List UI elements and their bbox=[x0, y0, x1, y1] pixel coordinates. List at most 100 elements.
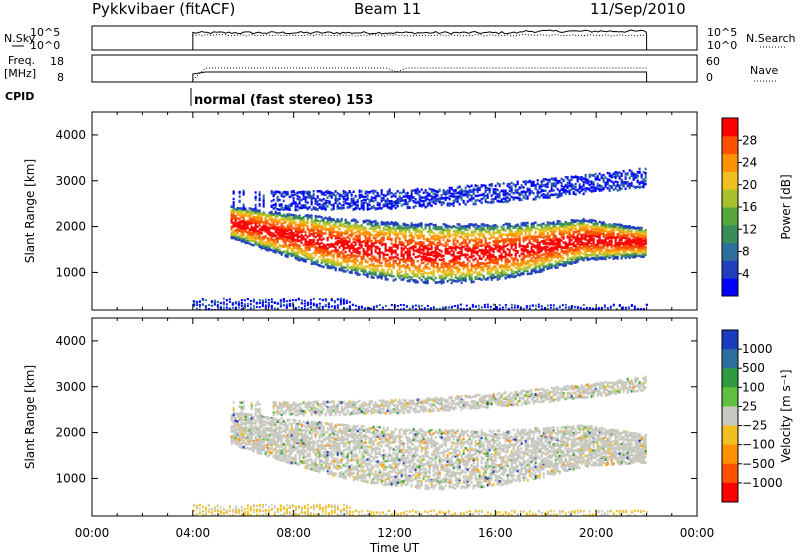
echo-pixel bbox=[426, 237, 429, 241]
echo-pixel bbox=[306, 215, 309, 218]
echo-pixel bbox=[290, 238, 293, 242]
echo-pixel bbox=[250, 234, 253, 237]
echo-pixel bbox=[490, 258, 493, 261]
echo-pixel bbox=[270, 226, 273, 230]
echo-pixel bbox=[446, 280, 449, 283]
echo-pixel bbox=[480, 248, 483, 252]
echo-pixel bbox=[422, 237, 425, 240]
echo-pixel bbox=[550, 250, 553, 254]
echo-pixel bbox=[262, 241, 265, 244]
echo-pixel bbox=[364, 270, 367, 273]
echo-pixel bbox=[408, 268, 411, 272]
echo-pixel bbox=[416, 280, 419, 283]
echo-pixel bbox=[484, 239, 487, 242]
echo-pixel bbox=[588, 220, 591, 224]
echo-pixel bbox=[264, 246, 267, 250]
echo-pixel bbox=[328, 243, 331, 247]
echo-pixel bbox=[470, 264, 473, 267]
echo-pixel bbox=[456, 261, 459, 265]
echo-pixel bbox=[240, 234, 243, 238]
echo-pixel bbox=[340, 234, 343, 237]
echo-pixel bbox=[278, 211, 281, 215]
echo-pixel bbox=[284, 235, 287, 239]
echo-pixel bbox=[442, 244, 445, 247]
echo-pixel bbox=[378, 258, 381, 261]
echo-pixel bbox=[428, 253, 431, 257]
echo-pixel bbox=[382, 235, 385, 238]
echo-pixel bbox=[558, 244, 561, 247]
echo-pixel bbox=[608, 224, 611, 227]
echo-pixel bbox=[470, 223, 473, 226]
echo-pixel bbox=[596, 231, 599, 234]
echo-pixel bbox=[406, 241, 409, 244]
echo-pixel bbox=[288, 235, 291, 238]
echo-pixel bbox=[452, 272, 455, 275]
echo-pixel bbox=[584, 234, 587, 237]
echo-pixel bbox=[524, 235, 527, 238]
echo-pixel bbox=[304, 233, 307, 237]
echo-pixel bbox=[444, 224, 447, 227]
echo-pixel bbox=[458, 257, 461, 261]
echo-pixel bbox=[268, 215, 271, 219]
echo-pixel bbox=[448, 225, 451, 228]
echo-pixel bbox=[442, 266, 445, 269]
echo-pixel bbox=[346, 228, 349, 231]
echo-pixel bbox=[568, 222, 571, 225]
echo-pixel bbox=[306, 243, 309, 247]
echo-pixel bbox=[498, 274, 501, 278]
echo-pixel bbox=[568, 238, 571, 242]
echo-pixel bbox=[578, 248, 581, 251]
echo-pixel bbox=[534, 258, 537, 261]
echo-pixel bbox=[352, 232, 355, 236]
echo-pixel bbox=[286, 239, 289, 242]
echo-pixel bbox=[562, 228, 565, 231]
echo-pixel bbox=[260, 214, 263, 218]
echo-pixel bbox=[322, 248, 325, 251]
echo-pixel bbox=[336, 218, 339, 221]
echo-pixel bbox=[476, 227, 479, 230]
echo-pixel bbox=[246, 237, 249, 240]
echo-pixel bbox=[602, 226, 605, 230]
echo-pixel bbox=[534, 235, 537, 239]
echo-pixel bbox=[322, 260, 325, 263]
echo-pixel bbox=[410, 257, 413, 260]
echo-pixel bbox=[500, 266, 503, 270]
echo-pixel bbox=[384, 273, 387, 277]
echo-pixel bbox=[414, 245, 417, 249]
echo-pixel bbox=[590, 247, 593, 251]
echo-pixel bbox=[244, 221, 247, 224]
echo-pixel bbox=[418, 271, 421, 275]
echo-pixel bbox=[554, 223, 557, 226]
echo-pixel bbox=[576, 235, 579, 238]
echo-pixel bbox=[308, 229, 311, 233]
echo-pixel bbox=[498, 250, 501, 253]
echo-pixel bbox=[512, 238, 515, 241]
echo-pixel bbox=[284, 219, 287, 222]
echo-pixel bbox=[500, 236, 503, 240]
echo-pixel bbox=[336, 241, 339, 244]
echo-pixel bbox=[374, 241, 377, 244]
echo-pixel bbox=[522, 229, 525, 232]
echo-pixel bbox=[332, 229, 335, 232]
echo-pixel bbox=[242, 225, 245, 228]
echo-pixel bbox=[334, 246, 337, 249]
echo-pixel bbox=[498, 264, 501, 268]
echo-pixel bbox=[494, 271, 497, 275]
noise-tick-right-top: 10^5 bbox=[707, 26, 737, 39]
echo-pixel bbox=[378, 261, 381, 264]
echo-pixel bbox=[512, 263, 515, 267]
echo-pixel bbox=[432, 254, 435, 258]
echo-pixel bbox=[264, 230, 267, 233]
echo-pixel bbox=[572, 241, 575, 245]
echo-pixel bbox=[500, 254, 503, 258]
echo-pixel bbox=[506, 253, 509, 257]
echo-pixel bbox=[358, 228, 361, 231]
echo-pixel bbox=[336, 240, 339, 243]
echo-pixel bbox=[432, 278, 435, 282]
echo-pixel bbox=[244, 210, 247, 214]
echo-pixel bbox=[558, 260, 561, 264]
echo-pixel bbox=[540, 259, 543, 263]
echo-pixel bbox=[546, 225, 549, 228]
echo-pixel bbox=[536, 265, 539, 268]
echo-pixel bbox=[514, 262, 517, 265]
